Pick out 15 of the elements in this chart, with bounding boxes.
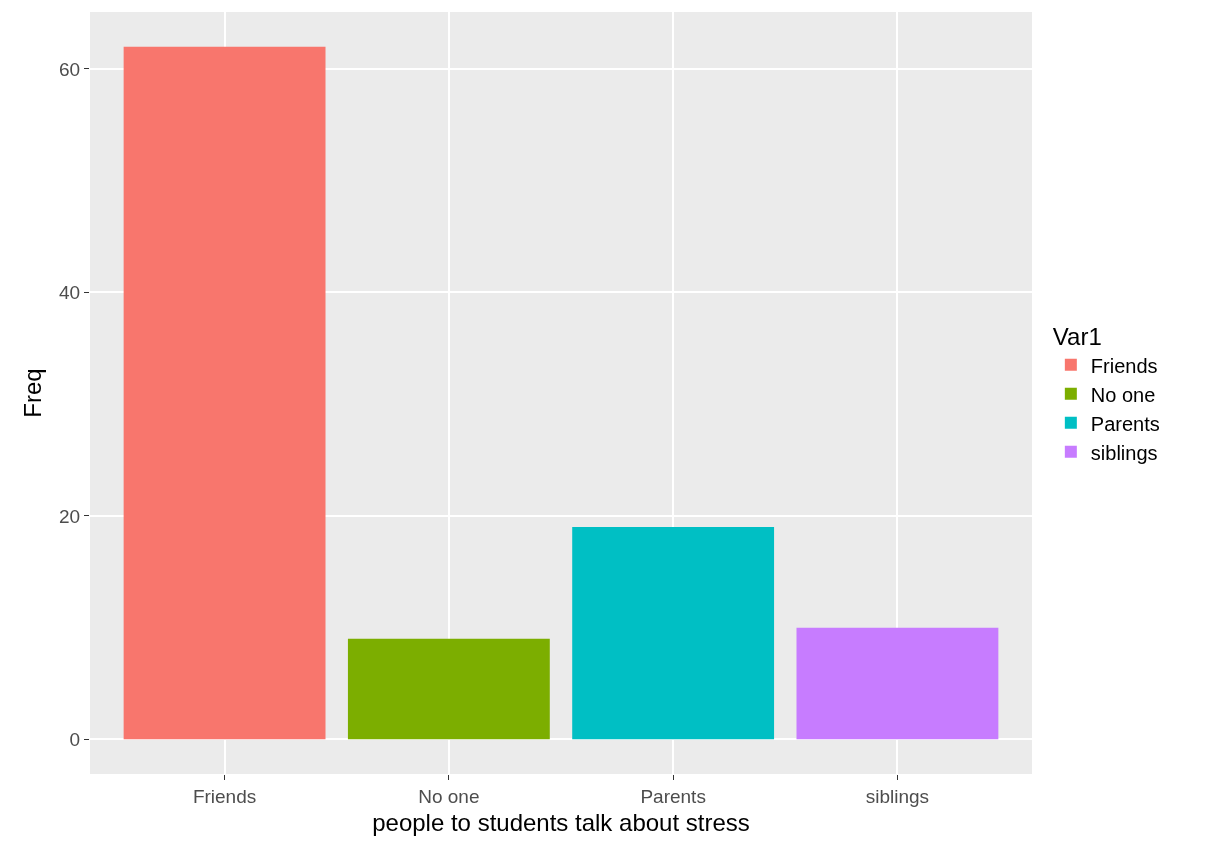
- legend-title: Var1: [1052, 323, 1102, 351]
- legend-label: No one: [1090, 383, 1156, 406]
- x-tick-label: No one: [418, 785, 480, 807]
- x-tick-label: Friends: [192, 785, 257, 807]
- y-tick-label: 20: [59, 505, 81, 527]
- legend-label: Friends: [1090, 354, 1158, 377]
- x-tick-label: siblings: [865, 785, 930, 807]
- x-axis-title: people to students talk about stress: [372, 809, 750, 837]
- y-tick-label: 40: [59, 282, 81, 304]
- legend-label: siblings: [1090, 441, 1158, 464]
- y-axis-title: Freq: [19, 368, 47, 418]
- y-tick-label: 60: [59, 58, 81, 80]
- legend-label: Parents: [1090, 412, 1160, 435]
- x-tick-label: Parents: [640, 785, 706, 807]
- y-tick-label: 0: [69, 729, 81, 751]
